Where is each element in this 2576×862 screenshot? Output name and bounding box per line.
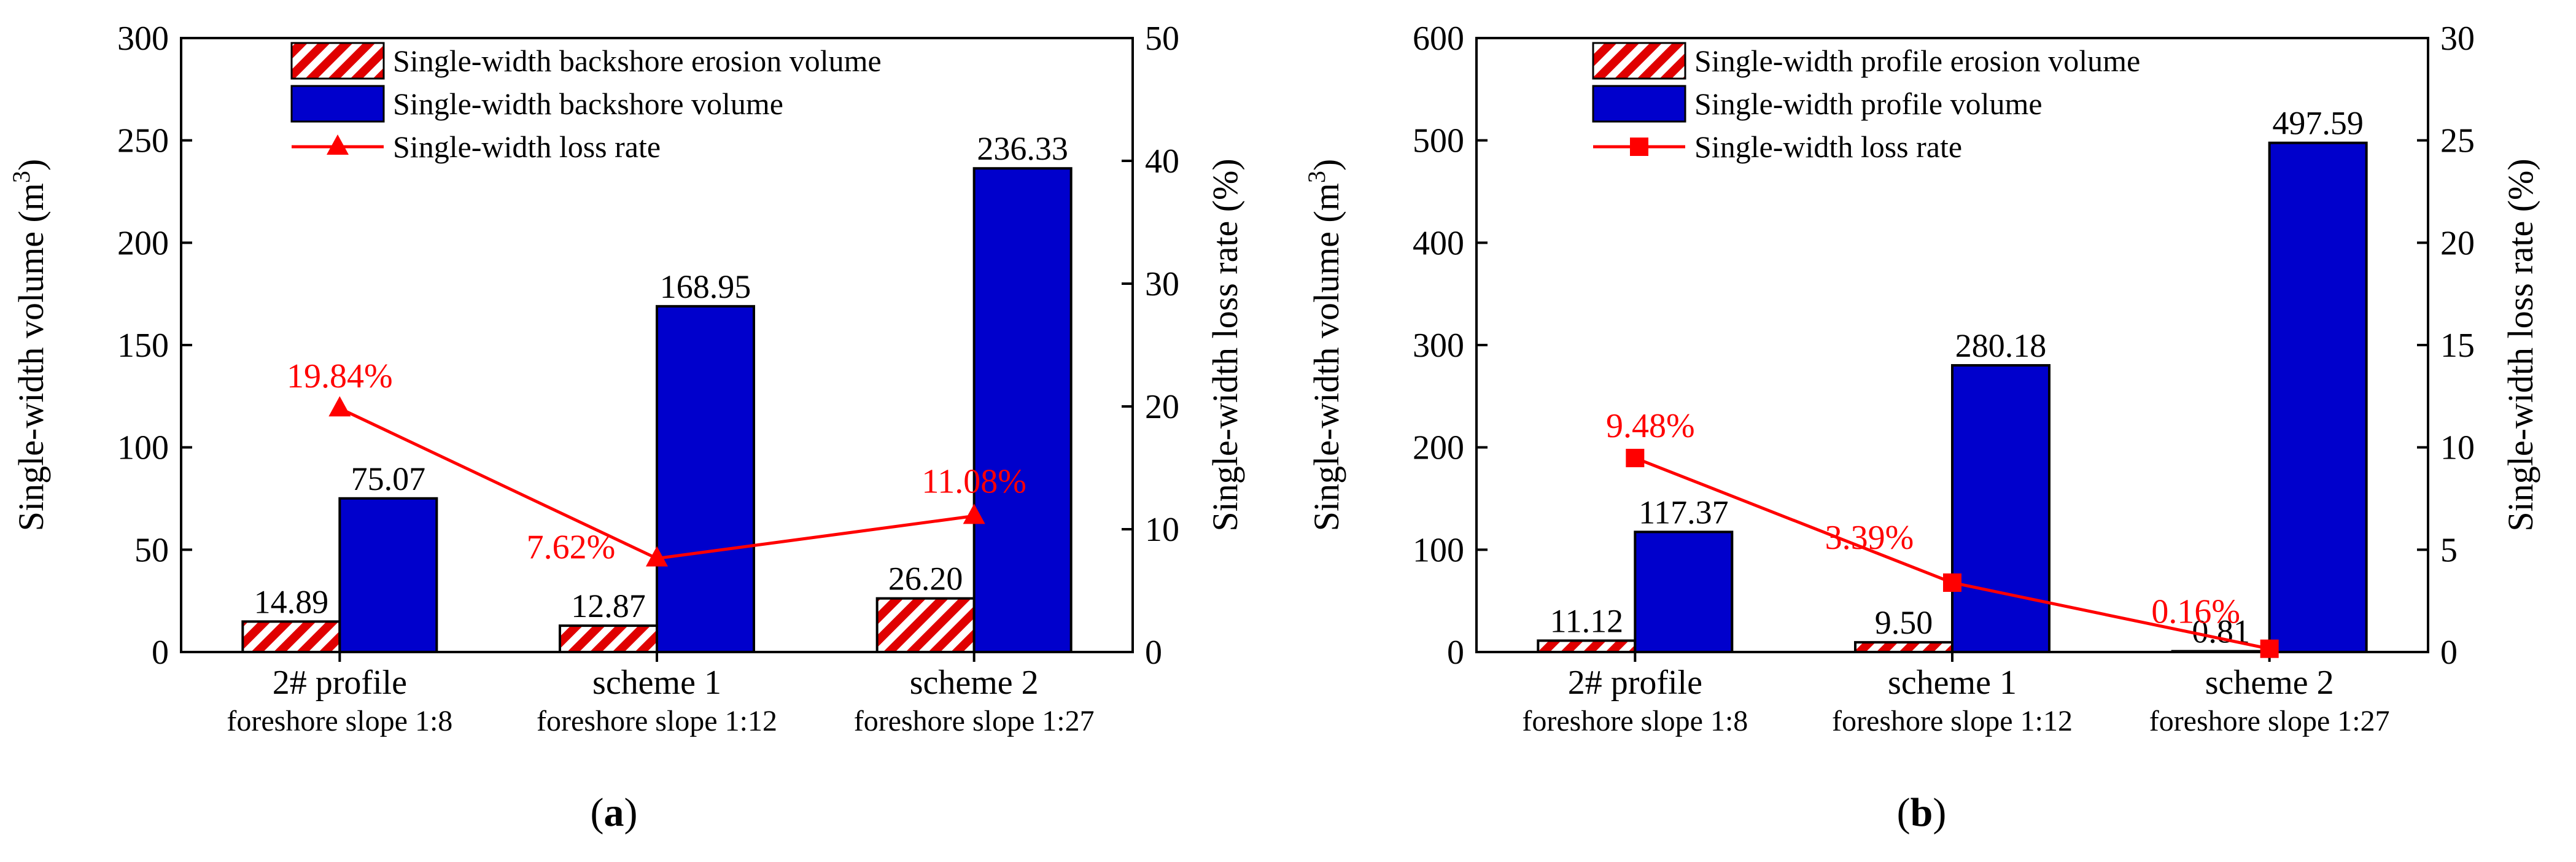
volume-value-label: 117.37 [1639, 494, 1729, 530]
legend-swatch-rate-marker [1630, 138, 1648, 156]
erosion-bar [1854, 641, 1953, 653]
x-tick-label: scheme 1 [1888, 664, 2017, 702]
panel-label: (a) [591, 790, 638, 835]
legend-swatch-erosion [290, 42, 385, 80]
legend-label-volume: Single-width profile volume [1694, 87, 2043, 121]
y2-tick-label: 10 [2440, 429, 2475, 467]
x-tick-sublabel: foreshore slope 1:8 [227, 705, 452, 737]
erosion-bar [875, 597, 976, 654]
x-tick-label: scheme 1 [592, 664, 721, 702]
erosion-value-label: 11.12 [1550, 602, 1624, 639]
x-tick-sublabel: foreshore slope 1:27 [854, 705, 1095, 737]
y-tick-label: 400 [1413, 224, 1464, 262]
erosion-value-label: 9.50 [1875, 604, 1933, 641]
erosion-bar [241, 620, 341, 653]
volume-value-label: 236.33 [977, 130, 1068, 167]
erosion-bar [559, 624, 658, 653]
volume-bar [1634, 530, 1734, 654]
volume-value-label: 497.59 [2272, 105, 2364, 142]
chart-panel-a: 14.89 12.8726.2075.07168.95236.3305010015… [7, 20, 1245, 835]
loss-rate-marker [1626, 449, 1645, 467]
panel-label: (b) [1897, 790, 1947, 835]
y-tick-label: 600 [1413, 20, 1464, 58]
loss-rate-label: 0.16% [2151, 593, 2240, 631]
legend-label-erosion: Single-width backshore erosion volume [393, 44, 882, 78]
volume-value-label: 75.07 [351, 460, 426, 497]
volume-bar [656, 305, 755, 654]
x-tick-label: scheme 2 [2205, 664, 2334, 702]
y-tick-label: 250 [117, 122, 169, 160]
y-tick-label: 500 [1413, 122, 1464, 160]
y2-tick-label: 15 [2440, 327, 2475, 365]
y2-tick-label: 50 [1145, 20, 1179, 58]
volume-bar [1951, 364, 2050, 653]
y2-tick-label: 10 [1145, 511, 1179, 549]
legend-swatch-volume [290, 85, 385, 123]
loss-rate-marker [1943, 573, 1961, 592]
volume-bar [972, 167, 1073, 653]
y-tick-label: 100 [117, 429, 169, 467]
y-tick-label: 50 [134, 531, 169, 569]
y2-tick-label: 40 [1145, 142, 1179, 181]
y-tick-label: 300 [117, 20, 169, 58]
y-tick-label: 0 [152, 634, 169, 672]
loss-rate-label: 3.39% [1825, 519, 1914, 557]
y2-tick-label: 30 [1145, 265, 1179, 303]
y2-axis-label: Single-width loss rate (%) [2500, 158, 2540, 531]
legend-label-volume: Single-width backshore volume [393, 87, 783, 121]
legend-label-rate: Single-width loss rate [1694, 130, 1962, 164]
y2-tick-label: 0 [2440, 634, 2458, 672]
loss-rate-label: 7.62% [527, 529, 616, 567]
y-axis-label: Single-width volume (m3) [7, 159, 51, 531]
erosion-value-label: 12.87 [571, 588, 646, 624]
y2-tick-label: 25 [2440, 122, 2475, 160]
y2-tick-label: 20 [1145, 388, 1179, 426]
y-tick-label: 200 [1413, 429, 1464, 467]
x-tick-sublabel: foreshore slope 1:12 [537, 705, 777, 737]
y2-axis-label: Single-width loss rate (%) [1205, 158, 1245, 531]
x-tick-sublabel: foreshore slope 1:8 [1522, 705, 1748, 737]
legend-label-rate: Single-width loss rate [393, 130, 661, 164]
y2-tick-label: 20 [2440, 224, 2475, 262]
legend-swatch-erosion [1592, 42, 1686, 80]
y-tick-label: 300 [1413, 327, 1464, 365]
erosion-value-label: 14.89 [254, 583, 329, 620]
volume-value-label: 280.18 [1955, 327, 2047, 364]
x-tick-label: 2# profile [273, 664, 407, 702]
y-tick-label: 100 [1413, 531, 1464, 569]
legend-swatch-volume [1592, 85, 1686, 123]
legend-swatch-rate-marker [327, 134, 349, 155]
loss-rate-marker [2260, 639, 2279, 658]
y-axis-label: Single-width volume (m3) [1303, 159, 1346, 531]
y2-tick-label: 30 [2440, 20, 2475, 58]
volume-value-label: 168.95 [660, 268, 751, 305]
y-tick-label: 0 [1447, 634, 1464, 672]
x-tick-label: scheme 2 [910, 664, 1039, 702]
loss-rate-label: 11.08% [921, 462, 1026, 500]
volume-bar [2268, 141, 2368, 653]
y-tick-label: 200 [117, 224, 169, 262]
erosion-value-label: 26.20 [888, 561, 963, 597]
loss-rate-marker [963, 503, 985, 524]
erosion-bar [1537, 639, 1637, 654]
loss-rate-label: 9.48% [1606, 407, 1695, 445]
loss-rate-marker [328, 396, 351, 417]
loss-rate-label: 19.84% [287, 357, 393, 395]
y2-tick-label: 5 [2440, 531, 2458, 569]
y2-tick-label: 0 [1145, 634, 1162, 672]
legend-label-erosion: Single-width profile erosion volume [1694, 44, 2140, 78]
chart-panel-b: 11.12 9.50 0.81117.37280.18497.59010020030… [1303, 20, 2540, 835]
volume-bar [338, 497, 438, 653]
y-tick-label: 150 [117, 327, 169, 365]
x-tick-sublabel: foreshore slope 1:12 [1832, 705, 2073, 737]
loss-rate-marker [646, 546, 668, 567]
x-tick-label: 2# profile [1568, 664, 1702, 702]
x-tick-sublabel: foreshore slope 1:27 [2149, 705, 2390, 737]
